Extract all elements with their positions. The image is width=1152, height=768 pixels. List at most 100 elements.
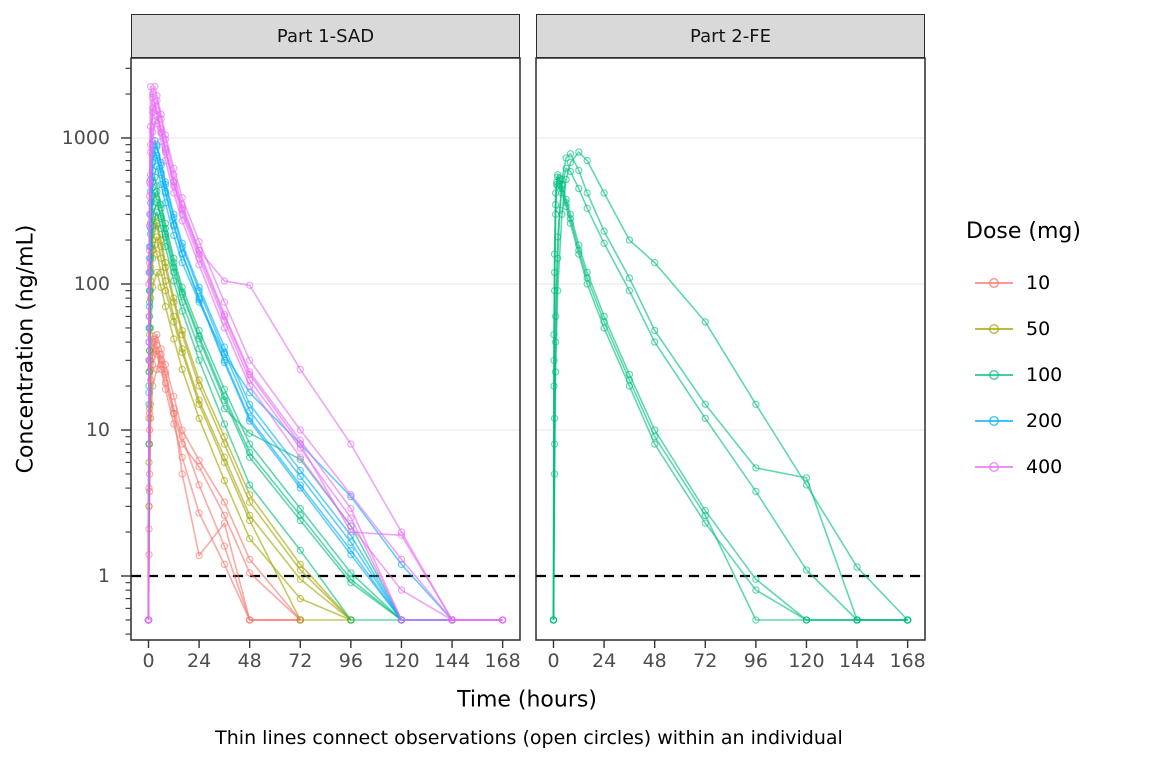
observation-point [397,555,406,564]
observation-point [583,189,591,197]
observation-point [220,453,229,461]
legend-title: Dose (mg) [966,219,1081,244]
observation-point [296,566,304,574]
observation-point [802,481,811,489]
x-tick-label: 24 [591,650,617,672]
observation-point [220,298,229,306]
observation-point [296,560,304,569]
observation-point [600,312,608,321]
observation-point [651,440,659,448]
observation-point [600,189,608,197]
observation-point [554,233,562,241]
observation-point [246,356,254,364]
observation-point [246,491,254,499]
profile-line-dose-400 [147,85,503,621]
observation-point [220,420,229,428]
observation-point [178,470,186,478]
observation-point [498,616,507,624]
profile-line-dose-400 [147,120,503,621]
observation-point [651,259,659,267]
observation-point [296,511,304,520]
observation-point [347,440,355,448]
observation-point [397,528,406,536]
x-tick-label: 0 [547,650,560,672]
profile-line-dose-100 [552,181,908,621]
x-tick-label: 120 [788,650,825,672]
profile-line-dose-100 [552,167,908,621]
observation-point [195,509,203,517]
observation-point [600,239,608,247]
profile-line-dose-200 [147,139,453,621]
observation-point [246,535,254,543]
observation-point [161,156,170,165]
observation-point [157,168,165,177]
x-tick-label: 48 [642,650,667,672]
observation-point [178,239,186,247]
observation-point [625,274,634,282]
observation-point [149,137,157,145]
observation-point [347,538,355,547]
observation-point [153,92,161,100]
observation-point [347,504,355,513]
x-tick-label: 144 [433,650,471,672]
observation-point [701,318,709,326]
observation-point [220,511,229,520]
observation-point [220,542,229,550]
observation-point [220,277,229,285]
observation-point [195,345,203,353]
x-tick-label: 120 [383,650,420,672]
observation-point [146,82,155,91]
facet-strip-part2-fe: Part 2-FE [536,14,925,58]
observation-point [157,158,165,167]
observation-point [397,616,406,624]
facet-strip-part1-sad: Part 1-SAD [131,14,520,58]
observation-point [550,382,558,390]
observation-point [153,110,161,119]
observation-point [178,288,186,296]
observation-point [246,481,254,489]
observation-point [296,426,304,434]
observation-point [752,616,760,624]
observation-point [157,137,165,145]
observation-point [195,376,203,384]
observation-point [296,453,304,461]
observation-point [853,563,861,571]
profile-line-dose-100 [147,176,403,621]
observation-point [296,365,304,374]
observation-point [625,236,634,244]
observation-point [178,365,186,374]
observation-point [161,361,170,369]
observation-point [220,324,229,332]
observation-point [146,180,155,189]
observation-point [583,204,591,212]
observation-point [701,519,709,527]
observation-point [562,154,570,162]
observation-point [651,426,659,434]
legend-key-point-400 [989,462,1000,473]
observation-point [752,487,760,496]
observation-point [195,356,203,364]
observation-point [195,551,203,560]
observation-point [220,519,229,527]
observation-point [625,382,634,390]
observation-point [195,396,203,404]
observation-point [149,93,157,101]
observation-point [220,476,229,485]
facet-strip-label: Part 1-SAD [276,25,375,47]
observation-point [246,400,254,408]
x-tick-label: 96 [743,650,768,672]
observation-point [220,405,229,413]
legend-key-point-100 [989,370,1000,381]
observation-point [347,491,355,499]
observation-point [701,414,709,423]
observation-point [170,259,178,267]
observation-point [600,324,608,332]
observation-point [566,150,575,158]
y-tick-label: 1000 [61,127,110,149]
observation-point [347,575,355,583]
legend-label-200: 200 [1026,409,1063,432]
caption: Thin lines connect observations (open ci… [215,727,843,749]
legend-label-400: 400 [1026,455,1063,478]
observation-point [752,586,760,594]
